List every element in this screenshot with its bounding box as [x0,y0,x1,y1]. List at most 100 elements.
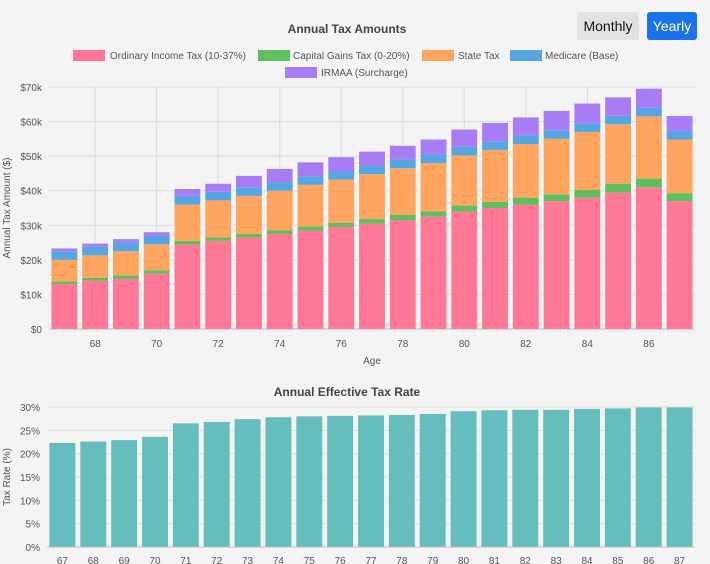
chart-title: Annual Tax Amounts [288,22,407,36]
x-tick-label: 76 [336,339,348,350]
rate-bar-age-69 [111,440,138,547]
bar-medicare-age-71 [174,195,201,205]
bar-state-age-80 [451,155,478,206]
bar-irmaa-age-76 [328,157,355,172]
monthly-toggle-button[interactable]: Monthly [577,12,639,40]
yearly-toggle-button[interactable]: Yearly [647,12,697,40]
legend-swatch-capgains [258,50,290,61]
bar-irmaa-age-71 [174,188,201,196]
bar-state-age-68 [82,255,109,278]
x2-tick-label: 75 [304,556,316,564]
bar-state-age-73 [236,195,262,234]
x2-tick-label: 87 [674,556,686,564]
legend-label-irmaa: IRMAA (Surcharge) [321,68,408,79]
bar-irmaa-age-82 [512,117,539,136]
x2-tick-label: 70 [149,556,161,564]
y2-tick-label: 5% [26,520,41,531]
bar-capgains-age-77 [359,219,385,224]
legend-label-state: State Tax [458,51,500,62]
bar-capgains-age-72 [205,237,232,241]
bar-medicare-age-81 [482,141,508,150]
y-tick-label: $40k [20,187,43,198]
y-tick-label: $30k [20,221,43,232]
y2-tick-label: 20% [20,450,40,461]
bar-state-age-83 [543,138,570,195]
bar-irmaa-age-83 [543,110,570,131]
bar-irmaa-age-73 [236,175,262,188]
bar-state-age-86 [635,116,662,179]
bar-capgains-age-74 [266,230,293,234]
bar-ordinary-age-79 [420,216,447,329]
bar-medicare-age-70 [143,235,170,245]
y-tick-label: $10k [20,290,43,301]
x2-tick-label: 74 [273,556,285,564]
bar-state-age-74 [266,190,293,231]
y2-tick-label: 30% [20,403,40,414]
bar-irmaa-age-81 [482,122,508,142]
bar-ordinary-age-86 [635,187,662,329]
bar-irmaa-age-68 [82,243,109,247]
x-tick-label: 86 [643,339,655,350]
rate-bar-age-67 [49,442,76,547]
bar-medicare-age-84 [574,123,601,132]
bar-capgains-age-76 [328,222,355,228]
y2-tick-label: 0% [26,543,41,554]
x2-tick-label: 67 [57,556,69,564]
bar-ordinary-age-68 [82,280,109,329]
x-tick-label: 84 [582,339,594,350]
rate-bar-age-78 [388,414,415,547]
rate-bar-age-76 [327,415,354,547]
rate-bar-age-71 [172,423,199,547]
x2-tick-label: 85 [612,556,624,564]
bar-irmaa-age-80 [451,129,478,147]
legend-swatch-irmaa [285,67,317,78]
legend-swatch-medicare [510,50,542,61]
x2-tick-label: 86 [643,556,655,564]
y2-tick-label: 15% [20,473,40,484]
bar-medicare-age-86 [635,107,662,117]
bar-ordinary-age-83 [543,201,570,329]
bar-state-age-75 [297,184,324,227]
bar-medicare-age-83 [543,130,570,139]
bar-state-age-71 [174,204,201,241]
bar-ordinary-age-74 [266,233,293,329]
x-tick-label: 70 [151,339,163,350]
bar-capgains-age-82 [512,197,539,205]
rate-bar-age-73 [234,419,261,547]
bar-medicare-age-85 [605,115,632,125]
bar-irmaa-age-85 [605,97,632,116]
x-tick-label: 74 [274,339,286,350]
legend-label-capgains: Capital Gains Tax (0-20%) [293,51,410,62]
legend-label-medicare: Medicare (Base) [545,51,618,62]
bar-capgains-age-78 [389,214,416,221]
bar-irmaa-age-87 [666,116,693,131]
bar-capgains-age-68 [82,277,109,281]
x2-tick-label: 77 [365,556,377,564]
y2-tick-label: 10% [20,496,40,507]
rate-bar-age-85 [604,408,631,547]
bar-capgains-age-67 [51,281,78,285]
bar-ordinary-age-70 [143,273,170,329]
bar-irmaa-age-84 [574,103,601,124]
x2-tick-label: 84 [581,556,593,564]
x2-tick-label: 79 [427,556,439,564]
bar-capgains-age-75 [297,226,324,231]
x2-tick-label: 72 [211,556,223,564]
bar-ordinary-age-81 [482,208,508,329]
y-tick-label: $60k [20,118,43,129]
x2-tick-label: 76 [335,556,347,564]
rate-bar-age-79 [419,414,446,547]
bar-ordinary-age-80 [451,211,478,329]
bar-medicare-age-78 [389,159,416,169]
bar-capgains-age-80 [451,205,478,212]
bar-capgains-age-69 [112,275,139,279]
x-tick-label: 68 [90,339,102,350]
bar-state-age-81 [482,149,508,202]
x-tick-label: 82 [520,339,532,350]
bar-irmaa-age-79 [420,139,447,155]
bar-state-age-77 [359,174,385,220]
bar-capgains-age-81 [482,201,508,208]
bar-state-age-87 [666,139,693,194]
x-tick-label: 80 [459,339,471,350]
